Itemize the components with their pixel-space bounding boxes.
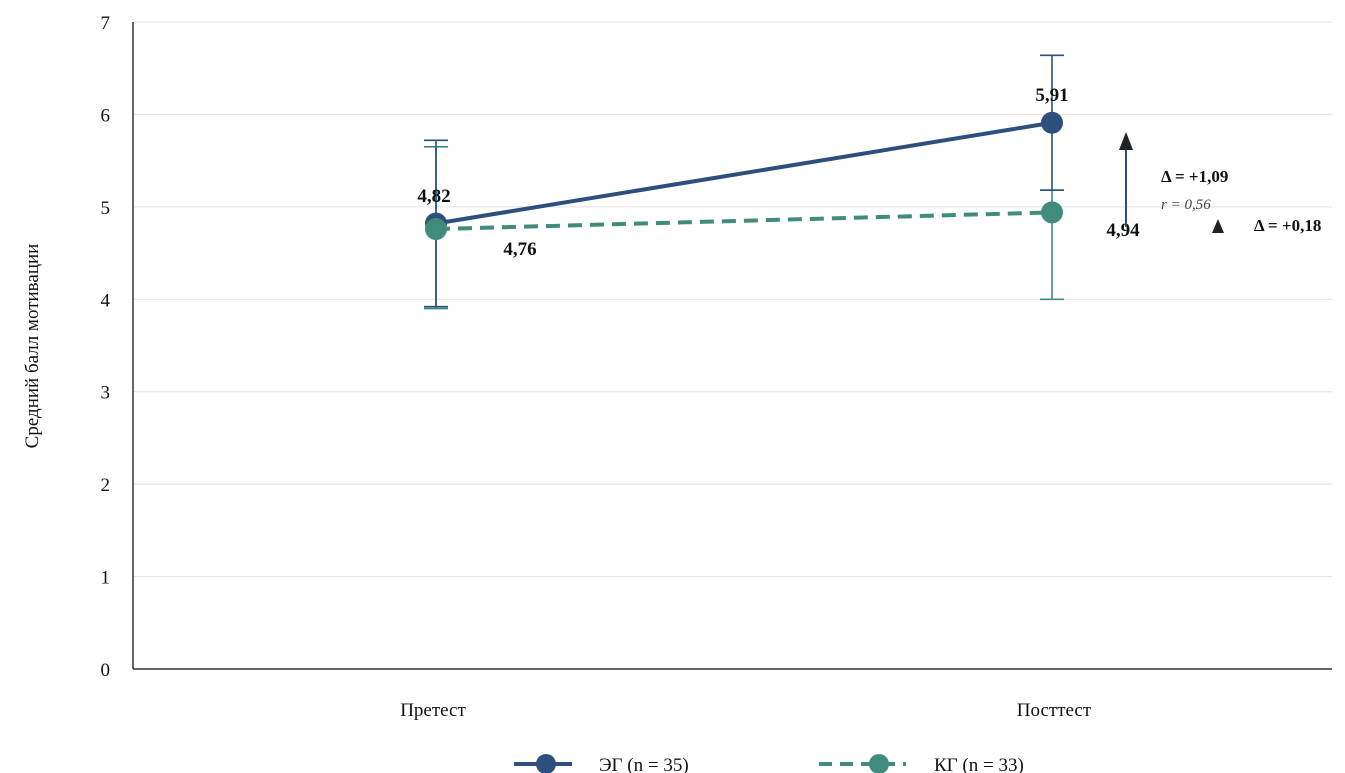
y-tick-label-4: 4 xyxy=(101,290,111,311)
eg-effect-label: r = 0,56 xyxy=(1161,197,1211,213)
series-line-eg xyxy=(434,120,1054,226)
x-tick-label-posttest: Посттест xyxy=(1017,700,1092,721)
grid-lines xyxy=(133,21,1332,578)
point-kg-0 xyxy=(425,218,447,241)
series-marks xyxy=(424,54,1064,310)
point-kg-1 xyxy=(1041,201,1063,224)
kg-delta-label: Δ = +0,18 xyxy=(1254,216,1321,235)
y-tick-label-7: 7 xyxy=(101,13,111,34)
x-tick-label-pretest: Претест xyxy=(400,700,466,721)
eg-delta-arrow-head xyxy=(1119,132,1133,150)
legend: ЭГ (n = 35) КГ (n = 33) xyxy=(514,754,1024,773)
legend-kg-label: КГ (n = 33) xyxy=(934,755,1024,773)
y-tick-labels: 0 1 2 3 4 5 6 7 xyxy=(101,13,111,681)
data-label-eg-posttest: 5,91 xyxy=(1035,85,1068,106)
legend-eg-label: ЭГ (n = 35) xyxy=(599,755,689,773)
axes xyxy=(132,22,1332,670)
y-tick-label-5: 5 xyxy=(101,198,111,219)
eg-delta-label: Δ = +1,09 xyxy=(1161,167,1228,186)
y-tick-label-2: 2 xyxy=(101,475,111,496)
data-label-kg-pretest: 4,76 xyxy=(503,239,536,260)
legend-kg-marker xyxy=(869,754,889,773)
y-axis-label: Средний балл мотивации xyxy=(22,244,43,449)
data-label-eg-pretest: 4,82 xyxy=(417,186,450,207)
kg-delta-arrow-head xyxy=(1212,219,1224,233)
data-label-kg-posttest: 4,94 xyxy=(1106,220,1140,241)
y-tick-label-3: 3 xyxy=(101,383,111,404)
y-tick-label-6: 6 xyxy=(101,105,111,126)
y-tick-label-0: 0 xyxy=(101,660,111,681)
series-line-kg xyxy=(435,210,1053,232)
legend-eg-marker xyxy=(536,754,556,773)
y-tick-label-1: 1 xyxy=(101,568,111,589)
point-eg-1 xyxy=(1041,111,1063,134)
